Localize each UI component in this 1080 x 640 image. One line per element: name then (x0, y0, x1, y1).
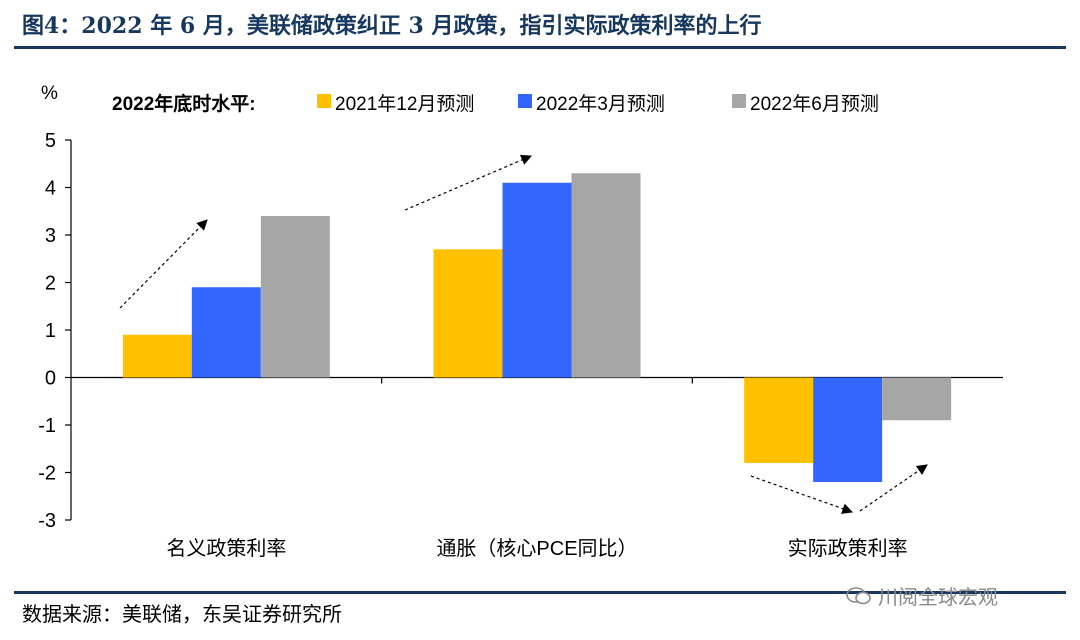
y-tick-label: 0 (45, 368, 56, 390)
chat-bubble-icon (846, 586, 871, 604)
y-tick-label: -2 (38, 463, 56, 485)
source-note: 数据来源：美联储，东吴证券研究所 (22, 602, 342, 626)
bar (744, 377, 814, 463)
legend-title: 2022年底时水平: (112, 92, 256, 115)
y-axis-unit: % (41, 83, 58, 104)
bar (433, 249, 503, 378)
legend-label: 2021年12月预测 (335, 93, 474, 115)
trend-arrow (404, 154, 532, 211)
x-category-label: 名义政策利率 (166, 537, 286, 560)
legend-swatch (317, 94, 331, 108)
bar (571, 173, 641, 378)
trend-arrow (859, 464, 928, 512)
x-category-label: 实际政策利率 (788, 537, 908, 560)
bar (882, 377, 952, 421)
watermark: 川阅全球宏观 (846, 581, 998, 610)
bar (191, 287, 261, 378)
y-tick-label: 3 (45, 225, 56, 247)
y-tick-label: -3 (38, 510, 56, 532)
legend-label: 2022年3月预测 (536, 93, 665, 115)
bar-chart: 5 4 3 2 1 0 -1 -2 -3% 名义政策利率 通胀（核心PCE同比） 实际政策利率 20… (38, 83, 1003, 560)
bar (813, 377, 883, 482)
y-tick-label: 1 (45, 320, 56, 342)
source-rule (14, 591, 1066, 594)
x-category-label: 通胀（核心PCE同比） (436, 537, 637, 560)
watermark-text: 川阅全球宏观 (878, 585, 998, 609)
y-tick-label: 4 (45, 178, 56, 200)
bar (502, 182, 572, 378)
trend-arrow (119, 219, 208, 309)
y-tick-label: 5 (45, 130, 56, 152)
legend-label: 2022年6月预测 (750, 93, 879, 115)
bar (122, 334, 192, 378)
title-rule (14, 46, 1066, 49)
y-tick-label: -1 (38, 415, 56, 437)
y-tick-label: 2 (45, 273, 56, 295)
bar (260, 216, 330, 378)
legend-swatch (518, 94, 532, 108)
figure-title: 图4：2022 年 6 月，美联储政策纠正 3 月政策，指引实际政策利率的上行 (22, 13, 762, 39)
legend-swatch (732, 94, 746, 108)
